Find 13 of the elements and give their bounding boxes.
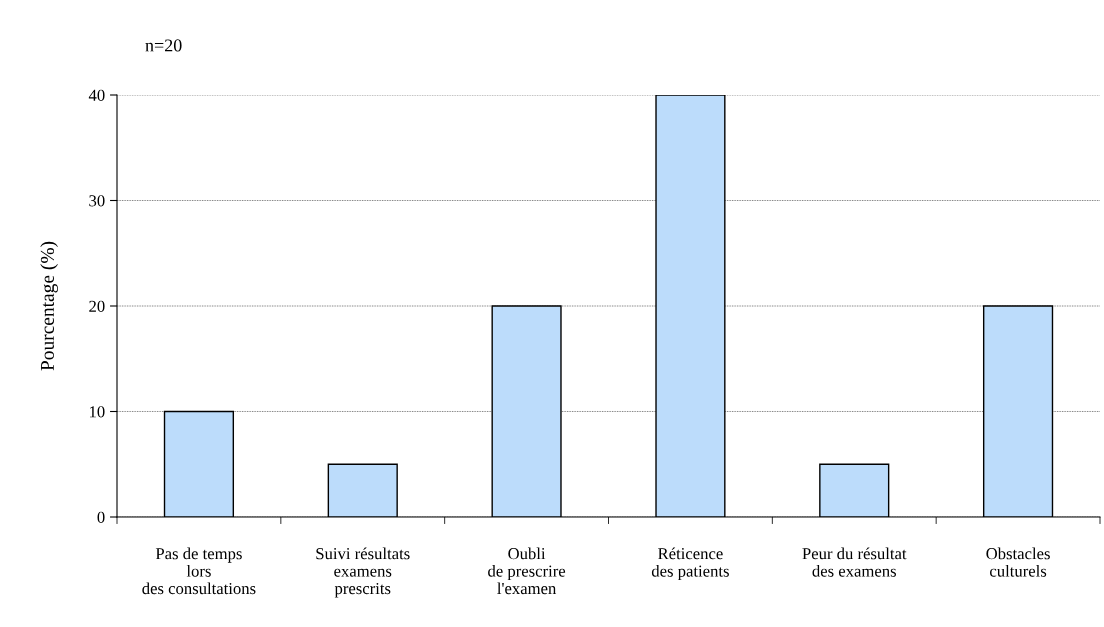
x-tick-label: Suivi résultats examens prescrits xyxy=(316,547,410,598)
y-tick-label: 30 xyxy=(89,195,105,207)
text: n=20 xyxy=(145,39,182,52)
y-tick-label: 10 xyxy=(89,406,105,418)
x-tick-label: Oubli de prescrire l'examen xyxy=(488,547,566,595)
y-tick-label: 20 xyxy=(89,300,105,312)
y-tick-label: 40 xyxy=(88,89,105,101)
x-tick-label: Peur du résultat des examens xyxy=(802,547,907,577)
y-tick-label: 0 xyxy=(97,511,105,523)
x-tick-label: Pas de temps lors des consultations xyxy=(142,547,256,595)
x-tick-label: Obstacles culturels xyxy=(986,547,1050,577)
y-axis-title: Pourcentage (%) xyxy=(40,241,58,371)
x-tick-label: Réticence des patients xyxy=(651,547,729,581)
